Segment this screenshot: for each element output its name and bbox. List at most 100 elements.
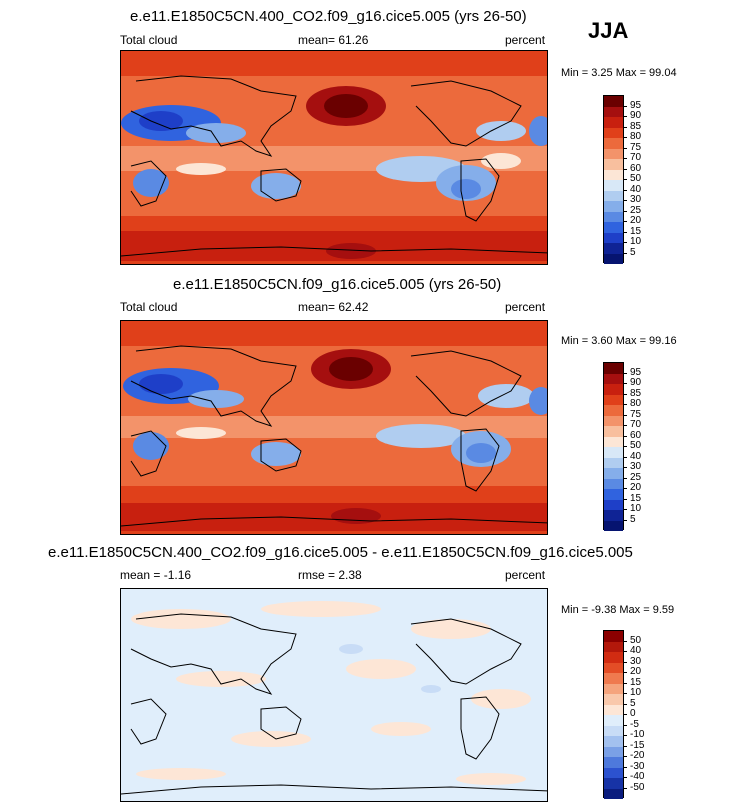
colorbar-label: 25 [630, 204, 642, 216]
panel-3-units-label: percent [505, 568, 546, 582]
colorbar-tick [623, 777, 627, 778]
colorbar-swatch [604, 232, 623, 243]
panel-2-map-svg [121, 321, 547, 534]
colorbar-swatch [604, 363, 623, 374]
panel-2-title: e.e11.E1850C5CN.f09_g16.cice5.005 (yrs 2… [173, 276, 502, 293]
colorbar-tick [623, 509, 627, 510]
colorbar-swatch [604, 510, 623, 521]
colorbar-swatch [604, 394, 623, 405]
colorbar-tick [623, 714, 627, 715]
colorbar-swatch [604, 652, 623, 663]
colorbar-label: -50 [630, 781, 645, 793]
colorbar-tick [623, 435, 627, 437]
colorbar-swatch [604, 117, 623, 128]
panel-1-field-label: Total cloud [120, 33, 178, 47]
colorbar-tick [623, 126, 627, 128]
panel-3-map-svg [121, 589, 547, 801]
colorbar-label: 90 [630, 377, 642, 388]
colorbar-swatch [604, 788, 623, 799]
panel-3-rmse-label: rmse = 2.38 [298, 568, 362, 582]
colorbar-label: 95 [630, 366, 642, 378]
colorbar-tick [623, 735, 627, 736]
colorbar-tick [623, 724, 627, 726]
colorbar-label: 50 [630, 634, 642, 646]
colorbar-label: 75 [630, 141, 642, 153]
colorbar-tick [623, 651, 627, 652]
panel-3-map [120, 588, 548, 802]
colorbar-label: -15 [630, 739, 645, 751]
colorbar-label: 30 [630, 194, 642, 205]
panel-3-minmax: Min = -9.38 Max = 9.59 [561, 604, 675, 616]
colorbar-swatch [604, 736, 623, 747]
colorbar-tick [623, 477, 627, 479]
season-label: JJA [588, 18, 629, 43]
colorbar-swatch [604, 201, 623, 212]
colorbar-tick [623, 467, 627, 468]
colorbar-label: 40 [630, 183, 642, 195]
colorbar-tick [623, 693, 627, 694]
colorbar-label: 30 [630, 655, 642, 667]
panel-1-units-label: percent [505, 33, 546, 47]
colorbar-label: -5 [630, 718, 639, 730]
colorbar-swatch [604, 478, 623, 489]
colorbar-tick [623, 147, 627, 149]
colorbar-swatch [604, 715, 623, 726]
colorbar-tick [623, 179, 627, 180]
panel-2-mean-label: mean= 62.42 [298, 300, 369, 314]
colorbar-swatch [604, 457, 623, 468]
colorbar-swatch [604, 426, 623, 437]
colorbar-tick [623, 414, 627, 416]
colorbar-tick [623, 393, 627, 395]
colorbar-swatch [604, 405, 623, 416]
colorbar-label: 60 [630, 429, 642, 441]
colorbar-swatch [604, 631, 623, 642]
colorbar-label: 20 [630, 666, 642, 677]
colorbar-label: 85 [630, 120, 642, 132]
colorbar-swatch [604, 673, 623, 684]
colorbar-label: 5 [630, 697, 636, 709]
colorbar-swatch [604, 373, 623, 384]
colorbar-tick [623, 661, 627, 663]
colorbar-label: 80 [630, 398, 642, 409]
colorbar-swatch [604, 148, 623, 159]
colorbar-label: 90 [630, 110, 642, 121]
colorbar-swatch [604, 778, 623, 789]
colorbar-swatch [604, 243, 623, 254]
panel-2-map [120, 320, 548, 535]
colorbar-tick [623, 242, 627, 243]
colorbar-tick [623, 383, 627, 384]
colorbar-swatch [604, 725, 623, 736]
colorbar-swatch [604, 683, 623, 694]
colorbar-swatch [604, 159, 623, 170]
colorbar-label: 5 [630, 246, 636, 258]
colorbar-swatch [604, 694, 623, 705]
colorbar-swatch [604, 757, 623, 768]
colorbar-swatch [604, 489, 623, 500]
colorbar-label: 5 [630, 513, 636, 525]
colorbar-label: -40 [630, 771, 645, 782]
colorbar-label: -20 [630, 750, 645, 761]
colorbar-tick [623, 787, 627, 789]
colorbar-swatch [604, 662, 623, 673]
colorbar-tick [623, 168, 627, 170]
colorbar-tick [623, 498, 627, 500]
colorbar-tick [623, 425, 627, 426]
colorbar-label: 70 [630, 152, 642, 163]
colorbar-tick [623, 404, 627, 405]
panel-1-map-svg [121, 51, 547, 264]
colorbar-tick [623, 640, 627, 642]
colorbar-tick [623, 456, 627, 458]
colorbar-swatch [604, 96, 623, 107]
colorbar-label: 50 [630, 440, 642, 451]
colorbar-swatch [604, 180, 623, 191]
colorbar-swatch [604, 384, 623, 395]
colorbar-label: 15 [630, 492, 642, 504]
colorbar-swatch [604, 222, 623, 233]
colorbar-tick [623, 703, 627, 705]
colorbar-label: 60 [630, 162, 642, 174]
colorbar-tick [623, 189, 627, 191]
colorbar-label: 20 [630, 215, 642, 226]
panel-1-mean-label: mean= 61.26 [298, 33, 369, 47]
colorbar-label: 80 [630, 131, 642, 142]
colorbar-tick [623, 158, 627, 159]
